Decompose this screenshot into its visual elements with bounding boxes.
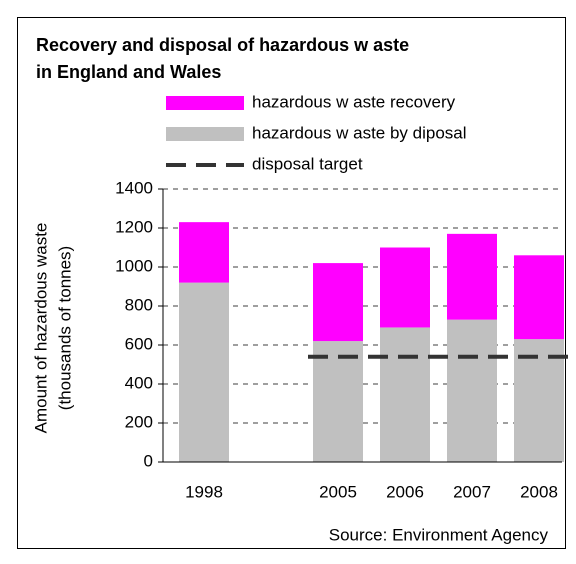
bar [514,339,564,462]
x-tick-label: 1998 [185,482,223,501]
legend-label: hazardous w aste recovery [252,92,456,111]
bar [380,247,430,328]
y-tick-label: 400 [125,373,153,392]
x-tick-label: 2006 [386,482,424,501]
chart-title: Recovery and disposal of hazardous w ast… [36,35,409,55]
bar [514,255,564,340]
bar [179,222,229,283]
y-tick-label: 1400 [115,178,153,197]
legend-label: hazardous w aste by diposal [252,123,467,142]
bar [313,263,363,342]
legend-label: disposal target [252,154,363,173]
legend-swatch [166,127,244,141]
x-tick-label: 2007 [453,482,491,501]
y-tick-label: 800 [125,295,153,314]
bar [447,319,497,462]
chart-title: in England and Wales [36,62,221,82]
y-tick-label: 1200 [115,217,153,236]
bar [380,327,430,462]
y-tick-label: 0 [144,451,153,470]
y-tick-label: 200 [125,412,153,431]
x-tick-label: 2008 [520,482,558,501]
x-tick-label: 2005 [319,482,357,501]
source: Source: Environment Agency [329,525,549,544]
y-axis-label: Amount of hazardous waste [31,223,50,434]
bar [313,341,363,462]
legend-swatch [166,96,244,110]
y-axis-label: (thousands of tonnes) [55,246,74,410]
y-tick-label: 1000 [115,256,153,275]
bar [447,233,497,320]
bar [179,282,229,462]
y-tick-label: 600 [125,334,153,353]
